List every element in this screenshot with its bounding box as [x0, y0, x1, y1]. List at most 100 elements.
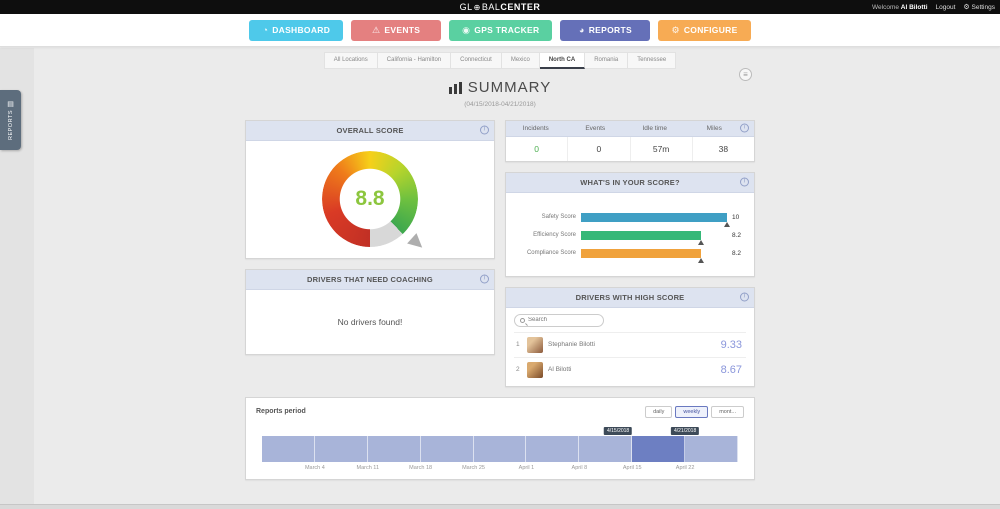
info-icon[interactable]: i	[480, 274, 489, 284]
tab-connecticut[interactable]: Connecticut	[451, 52, 502, 69]
reports-flap-icon: ▤	[7, 101, 14, 108]
period-buttons: daily weekly mont...	[645, 405, 744, 418]
stats-header: Incidents Events Idle time Miles i	[506, 120, 754, 137]
gear-icon: ⚙	[671, 24, 680, 35]
date-range: (04/15/2018-04/21/2018)	[464, 100, 536, 108]
coaching-header: DRIVERS THAT NEED COACHING i	[246, 269, 494, 290]
bar-marker-icon	[697, 257, 704, 263]
warning-icon: ⚠	[372, 24, 381, 35]
weekly-button[interactable]: weekly	[675, 405, 709, 418]
coaching-card: DRIVERS THAT NEED COACHING i No drivers …	[245, 268, 495, 355]
compliance-score-row: Compliance Score 8.2	[514, 248, 746, 263]
nav-dashboard-button[interactable]: ◔ DASHBOARD	[249, 19, 344, 41]
globe-icon: ⊕	[473, 2, 481, 12]
summary-chart-icon	[448, 81, 462, 94]
tab-mexico[interactable]: Mexico	[501, 52, 540, 69]
settings-icon: ⚙	[963, 4, 970, 11]
timeline-bar-selected[interactable]	[632, 435, 686, 462]
overall-score-card: OVERALL SCORE i 8.8	[245, 119, 495, 259]
timeline-bar[interactable]	[526, 435, 580, 462]
compliance-score-value: 8.2	[732, 249, 742, 257]
driver-score: 9.33	[720, 338, 742, 351]
safety-score-row: Safety Score 10	[514, 212, 746, 227]
stat-miles-value: 38	[718, 143, 729, 154]
tab-all-locations[interactable]: All Locations	[323, 52, 378, 69]
timeline-bar[interactable]	[473, 435, 527, 462]
reports-period-head: Reports period daily weekly mont...	[256, 405, 744, 418]
logo-text-mid: BAL	[481, 2, 501, 12]
period-timeline: 4/15/2018 4/21/2018 March 4 March 11 Mar…	[262, 426, 739, 473]
collapse-menu-icon[interactable]: ≡	[739, 68, 752, 81]
tab-north-ca[interactable]: North CA	[539, 52, 586, 69]
info-icon[interactable]: i	[740, 123, 749, 133]
tick-label: March 18	[409, 464, 433, 471]
tab-tennessee[interactable]: Tennessee	[628, 52, 677, 69]
stat-col-idle-time: Idle time	[642, 124, 668, 132]
timeline-bar[interactable]	[262, 435, 315, 462]
tick-label: April 1	[518, 464, 535, 471]
efficiency-score-row: Efficiency Score 8.2	[514, 230, 746, 245]
compliance-score-bar	[581, 248, 704, 263]
timeline-bar[interactable]	[685, 435, 739, 462]
tick-label: April 22	[675, 464, 695, 471]
tick-label: April 15	[622, 464, 642, 471]
timeline-bar[interactable]	[314, 435, 368, 462]
score-breakdown-body: Safety Score 10 Efficiency Score	[506, 193, 754, 276]
tab-california-hamilton[interactable]: California - Hamilton	[377, 52, 452, 69]
high-score-body: 1 Stephanie Bilotti 9.33 2 Al Bilotti 8.…	[506, 308, 754, 386]
reports-flap[interactable]: ▤ REPORTS	[0, 90, 21, 150]
bar-marker-icon	[697, 239, 704, 245]
username: Al Bilotti	[900, 3, 928, 11]
location-pin-icon: ◉	[462, 24, 471, 35]
info-icon[interactable]: i	[740, 292, 749, 302]
daily-button[interactable]: daily	[645, 405, 673, 418]
page-title: SUMMARY	[448, 79, 551, 96]
safety-score-value: 10	[732, 213, 740, 221]
logo-text-pre: GL	[459, 2, 473, 12]
stats-summary: Incidents Events Idle time Miles i 0 0 5…	[505, 119, 755, 162]
nav-gps-tracker-button[interactable]: ◉ GPS TRACKER	[449, 19, 553, 41]
topbar-user-area: Welcome Al Bilotti Logout ⚙ Settings	[872, 0, 995, 14]
timeline-bar[interactable]	[420, 435, 474, 462]
info-icon[interactable]: i	[740, 177, 749, 187]
dashboard-icon: ◔	[262, 25, 269, 35]
driver-row[interactable]: 2 Al Bilotti 8.67	[514, 356, 746, 382]
logout-link[interactable]: Logout	[935, 3, 956, 11]
stats-values: 0 0 57m 38	[506, 136, 754, 161]
driver-row[interactable]: 1 Stephanie Bilotti 9.33	[514, 331, 746, 357]
settings-link[interactable]: ⚙ Settings	[963, 4, 995, 11]
timeline-bar[interactable]	[579, 435, 633, 462]
search-input[interactable]	[528, 317, 590, 323]
safety-score-bar	[581, 212, 730, 227]
driver-rank: 2	[516, 366, 520, 373]
driver-name: Stephanie Bilotti	[548, 341, 595, 348]
avatar	[527, 336, 543, 353]
nav-configure-button[interactable]: ⚙ CONFIGURE	[658, 19, 751, 41]
coaching-empty-message: No drivers found!	[337, 316, 403, 327]
high-score-header: DRIVERS WITH HIGH SCORE i	[506, 287, 754, 308]
tab-romania[interactable]: Romania	[585, 52, 629, 69]
driver-score: 8.67	[720, 363, 742, 376]
range-start-tooltip: 4/15/2018	[603, 426, 633, 435]
nav-events-button[interactable]: ⚠ EVENTS	[351, 19, 442, 41]
app-logo[interactable]: GL ⊕ BAL CENTER	[460, 2, 541, 12]
reports-period-card: Reports period daily weekly mont... 4/15…	[245, 396, 755, 480]
stat-col-events: Events	[585, 124, 606, 132]
reports-period-label: Reports period	[256, 408, 306, 415]
score-breakdown-header: WHAT'S IN YOUR SCORE? i	[506, 172, 754, 193]
monthly-button[interactable]: mont...	[711, 405, 744, 418]
right-column: Incidents Events Idle time Miles i 0 0 5…	[505, 119, 755, 387]
stat-events-value: 0	[568, 136, 631, 161]
nav-reports-button[interactable]: ◕ REPORTS	[560, 19, 651, 41]
pie-chart-icon: ◕	[578, 25, 585, 35]
driver-search	[514, 313, 604, 327]
search-icon	[520, 317, 525, 323]
main-nav: ◔ DASHBOARD ⚠ EVENTS ◉ GPS TRACKER ◕ REPORTS…	[0, 14, 1000, 47]
driver-rank: 1	[516, 341, 520, 348]
info-icon[interactable]: i	[480, 125, 489, 135]
reports-flap-label: REPORTS	[7, 110, 14, 140]
tick-label: March 11	[356, 464, 380, 471]
stat-idle-time-value: 57m	[631, 136, 693, 161]
left-column: OVERALL SCORE i 8.8 DRIVERS THAT NEED CO…	[245, 119, 495, 387]
timeline-bar[interactable]	[367, 435, 421, 462]
